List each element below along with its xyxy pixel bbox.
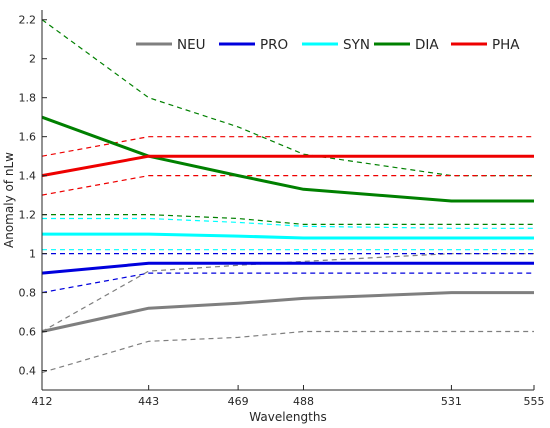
y-tick-label: 0.6 [19, 326, 37, 339]
syn-upper-bound-line [42, 217, 534, 229]
y-tick-label: 0.8 [19, 287, 37, 300]
y-tick-label: 1.4 [19, 170, 37, 183]
pha-upper-bound-line [41, 136, 534, 157]
y-axis-title: Anomaly of nLw [2, 152, 16, 248]
neu-series-line [41, 291, 534, 333]
dia-legend-label: DIA [415, 37, 439, 53]
x-axis-title: Wavelengths [249, 410, 326, 424]
bound-lines [41, 19, 534, 374]
y-ticks: 0.4 0.6 0.8 1 1.2 1.4 1.6 1.8 2 2.2 [19, 14, 47, 378]
x-tick-label: 412 [32, 395, 53, 408]
pha-legend-label: PHA [492, 37, 520, 53]
y-tick-label: 1.6 [19, 131, 37, 144]
syn-series-line [42, 232, 534, 240]
pro-legend-label: PRO [260, 37, 288, 53]
x-ticks: 412 443 469 488 531 555 [32, 385, 545, 408]
dia-lower-bound-line [42, 214, 534, 225]
y-tick-label: 2 [29, 53, 36, 66]
pha-lower-bound-line [41, 175, 534, 196]
y-tick-label: 2.2 [19, 14, 37, 27]
y-tick-label: 1.8 [19, 92, 37, 105]
x-tick-label: 531 [441, 395, 462, 408]
dia-series-line [41, 115, 534, 203]
y-tick-label: 1 [29, 248, 36, 261]
y-tick-label: 1.2 [19, 209, 37, 222]
mean-lines [41, 115, 534, 333]
y-tick-label: 0.4 [19, 365, 37, 378]
axes [41, 10, 534, 391]
syn-legend-label: SYN [343, 37, 370, 53]
neu-lower-bound-line [41, 330, 534, 374]
legend: NEU PRO SYN DIA PHA [136, 37, 520, 53]
x-tick-label: 555 [524, 395, 545, 408]
x-tick-label: 443 [138, 395, 159, 408]
x-tick-label: 488 [293, 395, 314, 408]
pro-lower-bound-line [41, 272, 534, 294]
x-tick-label: 469 [228, 395, 249, 408]
pro-series-line [41, 261, 534, 275]
pha-series-line [41, 154, 534, 178]
neu-legend-label: NEU [177, 37, 206, 53]
